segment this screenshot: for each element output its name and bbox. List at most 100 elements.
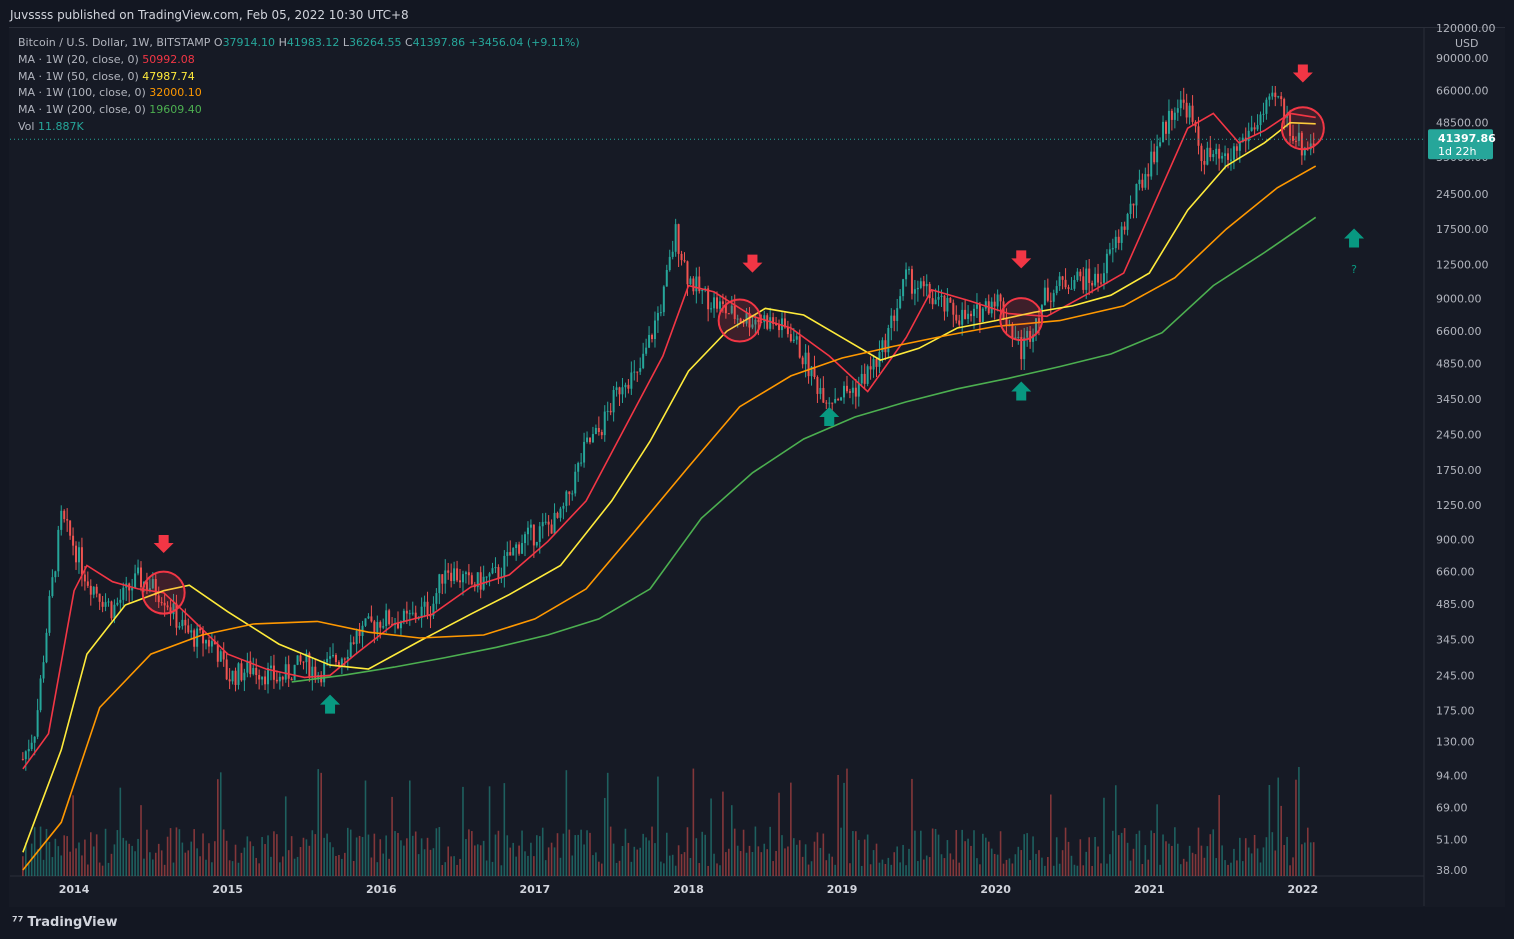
candle-body — [337, 662, 340, 665]
volume-bar — [512, 842, 514, 876]
candle-body — [160, 602, 163, 604]
volume-bar — [943, 858, 946, 876]
ma50-legend-row[interactable]: MA · 1W (50, close, 0) 47987.74 — [18, 69, 580, 86]
volume-bar — [855, 831, 857, 876]
symbol-legend-row[interactable]: Bitcoin / U.S. Dollar, 1W, BITSTAMP O379… — [18, 35, 580, 52]
volume-bar — [494, 834, 497, 876]
volume-bar — [778, 792, 780, 876]
candle-body — [1011, 325, 1014, 338]
chart-pane[interactable] — [9, 27, 1505, 909]
volume-bar — [816, 832, 819, 876]
price-tick-label: 2450.00 — [1436, 429, 1482, 442]
candle-body — [748, 313, 751, 328]
volume-bar — [308, 845, 311, 876]
volume-bar — [48, 841, 51, 876]
volume-bar — [801, 856, 804, 876]
candle-body — [429, 615, 432, 617]
candle-body — [509, 552, 512, 556]
volume-bar — [1177, 843, 1179, 876]
candle-body — [1162, 121, 1165, 143]
candle-body — [92, 586, 95, 595]
price-tick-label: 900.00 — [1436, 533, 1475, 546]
volume-bar — [624, 828, 627, 876]
volume-bar — [1194, 854, 1197, 876]
volume-bar — [258, 863, 260, 876]
volume-bar — [1032, 836, 1034, 876]
candle-body — [902, 279, 905, 297]
candle-body — [1061, 276, 1064, 280]
candle-body — [42, 662, 45, 679]
candle-body — [252, 667, 255, 675]
volume-bar — [66, 836, 68, 876]
candle-body — [931, 298, 934, 305]
time-tick-label: 2015 — [212, 883, 243, 896]
price-tick-label: 1750.00 — [1436, 464, 1482, 477]
ma200-legend-row[interactable]: MA · 1W (200, close, 0) 19609.40 — [18, 102, 580, 119]
volume-bar — [553, 847, 556, 876]
candle-body — [287, 664, 290, 679]
volume-bar — [993, 853, 996, 876]
candle-body — [686, 261, 689, 285]
volume-bar — [240, 852, 243, 876]
candle-body — [588, 437, 591, 443]
volume-label[interactable]: Vol — [18, 119, 35, 133]
volume-bar — [1289, 865, 1291, 876]
candle-body — [913, 289, 916, 294]
ma200-label[interactable]: MA · 1W (200, close, 0) — [18, 103, 146, 117]
candle-body — [1097, 273, 1100, 283]
volume-bar — [146, 829, 148, 876]
volume-bar — [169, 828, 172, 876]
volume-bar — [287, 850, 290, 876]
candle-body — [1105, 253, 1108, 274]
candle-body — [970, 313, 973, 317]
volume-bar — [1091, 865, 1093, 876]
candle-body — [1274, 92, 1277, 98]
ma20-label[interactable]: MA · 1W (20, close, 0) — [18, 52, 139, 66]
volume-bar — [1185, 861, 1188, 876]
candle-body — [166, 605, 169, 608]
symbol-title[interactable]: Bitcoin / U.S. Dollar, 1W, BITSTAMP — [18, 36, 211, 49]
candle-body — [1067, 287, 1070, 289]
volume-bar — [722, 791, 724, 876]
volume-bar — [831, 856, 834, 876]
volume-bar — [482, 840, 485, 876]
candle-body — [1176, 108, 1179, 113]
volume-bar — [917, 861, 919, 876]
candle-body — [807, 352, 810, 377]
volume-bar — [1123, 828, 1126, 876]
volume-legend-row[interactable]: Vol 11.887K — [18, 119, 580, 136]
candle-body — [651, 334, 654, 340]
candle-body — [819, 387, 822, 394]
ma20-legend-row[interactable]: MA · 1W (20, close, 0) 50992.08 — [18, 52, 580, 69]
volume-bar — [1179, 864, 1182, 876]
price-tick-label: 94.00 — [1436, 769, 1468, 782]
volume-bar — [346, 827, 349, 876]
candle-body — [716, 297, 719, 309]
volume-bar — [940, 854, 943, 876]
candle-body — [1144, 174, 1147, 188]
volume-bar — [335, 855, 337, 876]
candle-body — [887, 328, 890, 353]
candle-body — [456, 568, 459, 581]
volume-bar — [500, 865, 503, 876]
volume-bar — [172, 862, 175, 876]
ma100-legend-row[interactable]: MA · 1W (100, close, 0) 32000.10 — [18, 85, 580, 102]
volume-bar — [432, 848, 435, 876]
candle-body — [896, 308, 899, 321]
volume-bar — [314, 834, 317, 876]
ma100-label[interactable]: MA · 1W (100, close, 0) — [18, 86, 146, 100]
candle-body — [627, 384, 630, 389]
candle-body — [772, 317, 775, 324]
volume-bar — [952, 859, 955, 876]
close-value: 41397.86 — [412, 36, 466, 49]
candle-body — [408, 613, 411, 615]
volume-bar — [119, 787, 122, 876]
candle-body — [1215, 148, 1218, 155]
candle-body — [234, 670, 237, 685]
candle-body — [1126, 213, 1129, 230]
ma50-label[interactable]: MA · 1W (50, close, 0) — [18, 69, 139, 83]
candle-body — [1037, 318, 1040, 323]
tradingview-brand[interactable]: ⁷⁷ TradingView — [12, 915, 117, 930]
volume-bar — [237, 862, 240, 876]
